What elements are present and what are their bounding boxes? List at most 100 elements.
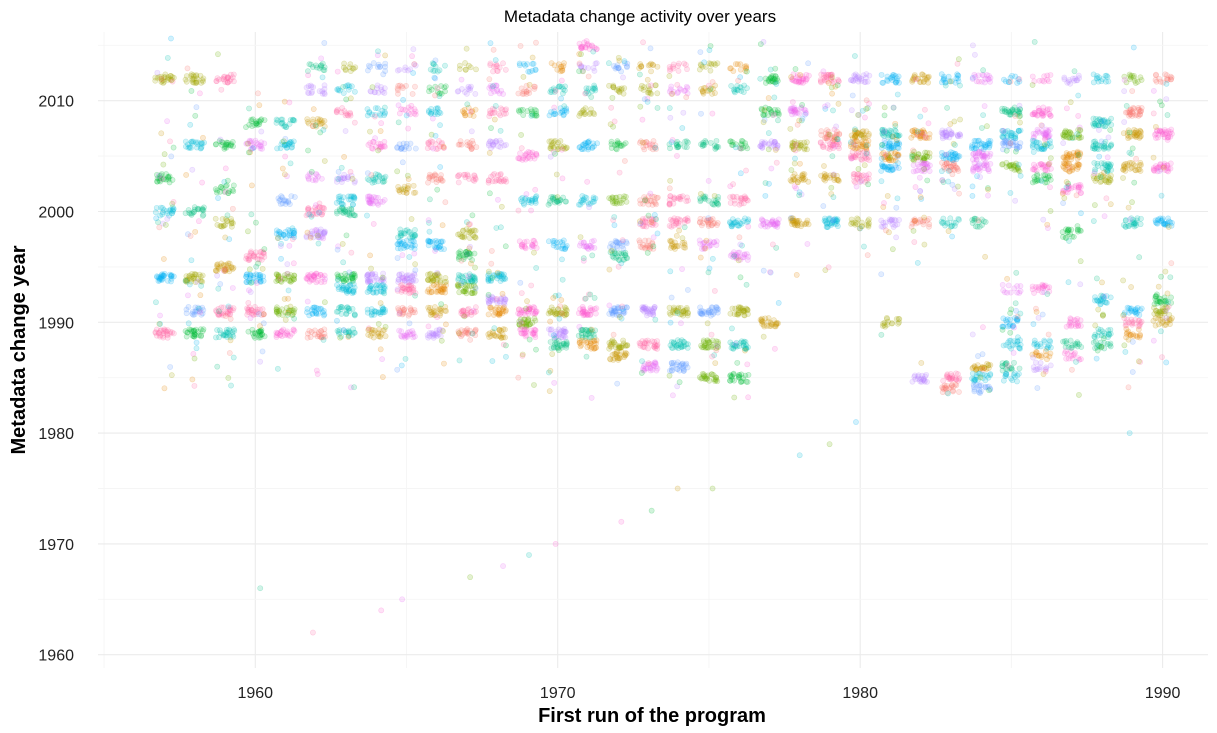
data-point (822, 103, 828, 110)
data-point (304, 309, 310, 316)
data-point (798, 142, 804, 149)
data-point (170, 273, 177, 280)
data-point (521, 243, 528, 250)
data-point (223, 262, 230, 268)
data-point (246, 287, 252, 294)
data-point (281, 98, 288, 105)
data-point (229, 329, 236, 335)
data-point (765, 130, 772, 136)
data-point (557, 303, 564, 310)
data-point (586, 111, 593, 118)
data-point (191, 333, 198, 340)
data-point (497, 310, 503, 317)
data-point (158, 79, 165, 85)
data-point (608, 104, 615, 111)
data-point (545, 238, 552, 245)
data-point (368, 265, 374, 272)
data-point (884, 193, 891, 199)
data-point (737, 170, 744, 177)
data-point (467, 221, 473, 228)
data-point (771, 345, 778, 352)
data-point (589, 252, 596, 259)
data-point (638, 370, 645, 376)
data-point (225, 308, 231, 315)
data-point (340, 194, 347, 201)
data-point (193, 139, 199, 146)
data-point (731, 197, 738, 204)
data-point (650, 243, 657, 250)
data-point (186, 275, 193, 282)
data-point (188, 73, 195, 79)
data-point (381, 143, 388, 149)
data-point (463, 90, 470, 97)
data-point (154, 178, 161, 185)
data-point (222, 222, 229, 228)
data-point (400, 97, 407, 103)
data-point (193, 339, 200, 346)
data-point (788, 167, 795, 173)
data-point (199, 140, 206, 147)
data-point (156, 321, 163, 327)
data-point (168, 35, 174, 42)
data-point (576, 201, 582, 208)
data-point (335, 176, 342, 182)
data-point (228, 218, 235, 225)
data-point (226, 326, 232, 333)
data-point (197, 273, 204, 280)
data-point (216, 76, 223, 83)
data-point (550, 295, 557, 301)
data-point (432, 132, 439, 139)
data-point (613, 351, 620, 358)
data-point (221, 145, 228, 152)
data-point (192, 228, 199, 235)
data-point (850, 78, 857, 84)
data-point (195, 304, 201, 311)
data-point (851, 142, 858, 149)
data-point (220, 332, 227, 339)
data-point (683, 138, 690, 145)
data-point (517, 150, 523, 157)
data-point (705, 269, 712, 276)
data-point (775, 110, 782, 117)
data-point (225, 260, 232, 267)
data-point (896, 132, 903, 139)
data-point (157, 173, 163, 180)
data-point (878, 271, 885, 278)
data-point (651, 344, 658, 350)
data-point (333, 108, 340, 115)
data-point (367, 278, 373, 284)
data-point (797, 160, 803, 167)
data-point (158, 175, 165, 182)
data-point (199, 310, 206, 317)
data-point (160, 272, 167, 279)
data-point (642, 340, 648, 347)
data-point (309, 123, 316, 129)
data-point (530, 153, 536, 160)
data-point (705, 215, 712, 221)
data-point (498, 203, 505, 210)
data-point (668, 139, 675, 146)
data-point (165, 175, 172, 181)
data-point (287, 303, 294, 310)
data-point (190, 209, 197, 216)
data-point (762, 75, 769, 82)
data-point (321, 67, 328, 74)
data-point (490, 83, 496, 90)
data-point (282, 316, 289, 323)
data-point (853, 183, 860, 190)
data-point (158, 327, 164, 334)
data-point (472, 234, 479, 241)
data-point (222, 267, 229, 274)
data-point (307, 234, 314, 241)
data-point (493, 304, 500, 311)
data-point (797, 72, 804, 78)
data-point (155, 219, 161, 226)
data-point (712, 90, 718, 96)
data-point (405, 182, 412, 189)
data-point (545, 326, 552, 333)
data-point (467, 243, 473, 250)
data-point (491, 116, 498, 123)
data-point (517, 319, 524, 325)
data-point (679, 125, 686, 131)
data-point (220, 261, 227, 268)
